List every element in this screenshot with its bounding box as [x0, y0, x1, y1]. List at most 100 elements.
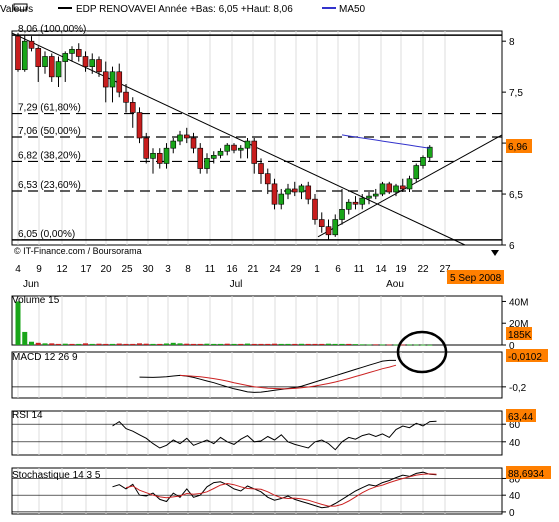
macd-ytick-label-0: -0,2 — [509, 383, 527, 394]
volume-bar-36 — [258, 343, 264, 345]
candle-body-23 — [170, 140, 177, 149]
scroll-down-icon[interactable] — [491, 250, 499, 256]
candle-body-33 — [237, 147, 244, 151]
volume-bar-43 — [305, 343, 311, 345]
candle-body-40 — [285, 188, 291, 195]
volume-bar-33 — [238, 343, 244, 345]
volume-bar-37 — [265, 343, 271, 345]
xtick-label-1: 9 — [36, 264, 42, 275]
xtick-label-14: 1 — [314, 264, 320, 275]
xtick-label-9: 11 — [205, 264, 216, 275]
macd-title: MACD 12 26 9 — [12, 352, 78, 363]
candle-body-56 — [393, 185, 399, 193]
fib-label-2: 7,06 (50,00%) — [18, 126, 81, 137]
volume-bar-21 — [157, 343, 163, 345]
candle-body-32 — [231, 144, 237, 151]
stoch-ytick-label-1: 40 — [509, 491, 521, 502]
rsi-series-0 — [112, 420, 437, 451]
candle-body-19 — [143, 137, 150, 159]
vol-ytick-label-2: 0 — [509, 341, 515, 352]
stoch-tag-box — [506, 466, 551, 479]
volume-bar-57 — [400, 344, 406, 346]
candle-body-61 — [426, 146, 433, 158]
xtick-label-19: 22 — [417, 264, 429, 275]
candle-body-6 — [55, 61, 62, 78]
volume-tag-box — [506, 327, 532, 340]
month-label-1: Jul — [230, 279, 243, 290]
candle-body-36 — [258, 163, 264, 174]
volume-bar-29 — [211, 343, 217, 345]
rsi-ytick-label-0: 60 — [509, 420, 521, 431]
candle-body-15 — [116, 71, 123, 93]
candle-body-29 — [210, 155, 217, 159]
vol-ytick-label-0: 40M — [509, 297, 528, 308]
candle-body-39 — [278, 193, 285, 205]
price-tag-box — [506, 139, 532, 153]
volume-bar-23 — [170, 342, 176, 345]
macd-panel-frame — [11, 351, 503, 399]
price-ytick-label-1: 7,5 — [509, 88, 523, 99]
fib-label-5: 6,05 (0,00%) — [18, 229, 75, 240]
rsi-title: RSI 14 — [12, 410, 43, 421]
candle-body-44 — [312, 198, 318, 220]
candle-body-59 — [413, 165, 420, 180]
volume-bar-4 — [42, 343, 48, 345]
volume-bar-52 — [366, 344, 372, 346]
candle-body-34 — [244, 140, 251, 149]
downtrend-line — [11, 32, 466, 246]
volume-bar-25 — [184, 343, 190, 345]
price-ytick-label-3: 6,5 — [509, 190, 523, 201]
candle-body-37 — [264, 173, 271, 185]
rsi-panel-frame — [11, 410, 503, 456]
volume-bar-9 — [76, 343, 82, 345]
xtick-label-16: 11 — [354, 264, 365, 275]
date-tag-box — [447, 270, 504, 284]
xtick-label-18: 19 — [395, 264, 407, 275]
month-label-0: Jun — [23, 279, 39, 290]
volume-bar-39 — [278, 343, 284, 345]
volume-bar-56 — [393, 344, 399, 346]
candle-body-50 — [352, 201, 359, 205]
xtick-label-3: 17 — [80, 264, 92, 275]
volume-bar-17 — [130, 343, 136, 345]
macd-tag-box — [506, 349, 548, 362]
volume-bar-47 — [332, 343, 338, 345]
candle-body-42 — [298, 185, 305, 193]
fib-label-1: 7,29 (61,80%) — [18, 103, 81, 114]
candle-body-53 — [372, 193, 379, 197]
volume-bar-7 — [62, 343, 68, 345]
candle-body-13 — [102, 71, 109, 88]
candle-body-28 — [204, 158, 210, 169]
candle-body-9 — [75, 49, 82, 57]
volume-bar-50 — [353, 344, 358, 345]
xtick-label-20: 27 — [439, 264, 451, 275]
volume-bar-28 — [204, 343, 210, 345]
volume-bar-2 — [29, 341, 34, 345]
volume-bar-20 — [150, 343, 156, 345]
candle-body-43 — [305, 185, 312, 200]
candle-body-35 — [251, 140, 258, 164]
xtick-label-7: 3 — [165, 264, 171, 275]
candle-body-3 — [35, 48, 42, 67]
price-tag: 6,96 — [508, 142, 528, 153]
xtick-label-8: 8 — [185, 264, 191, 275]
volume-bar-54 — [380, 344, 385, 346]
volume-bar-35 — [251, 343, 257, 345]
xtick-label-10: 16 — [226, 264, 238, 275]
volume-bar-0 — [15, 301, 21, 345]
legend-main: EDP RENOVAVEI Année +Bas: 6,05 +Haut: 8,… — [76, 4, 293, 15]
volume-bar-6 — [56, 343, 61, 345]
candle-body-31 — [224, 144, 231, 152]
vol-panel-frame — [11, 295, 503, 346]
xtick-label-4: 20 — [100, 264, 112, 275]
candle-body-25 — [183, 134, 190, 139]
candle-body-49 — [345, 201, 352, 210]
volume-bar-49 — [346, 343, 352, 345]
candle-body-51 — [359, 197, 366, 205]
legend-valeurs: Valeurs — [0, 4, 33, 15]
price-ytick-label-0: 8 — [509, 37, 515, 48]
volume-bar-22 — [164, 343, 169, 345]
volume-bar-31 — [224, 343, 230, 345]
candle-body-5 — [48, 56, 55, 78]
candle-body-10 — [82, 56, 89, 67]
